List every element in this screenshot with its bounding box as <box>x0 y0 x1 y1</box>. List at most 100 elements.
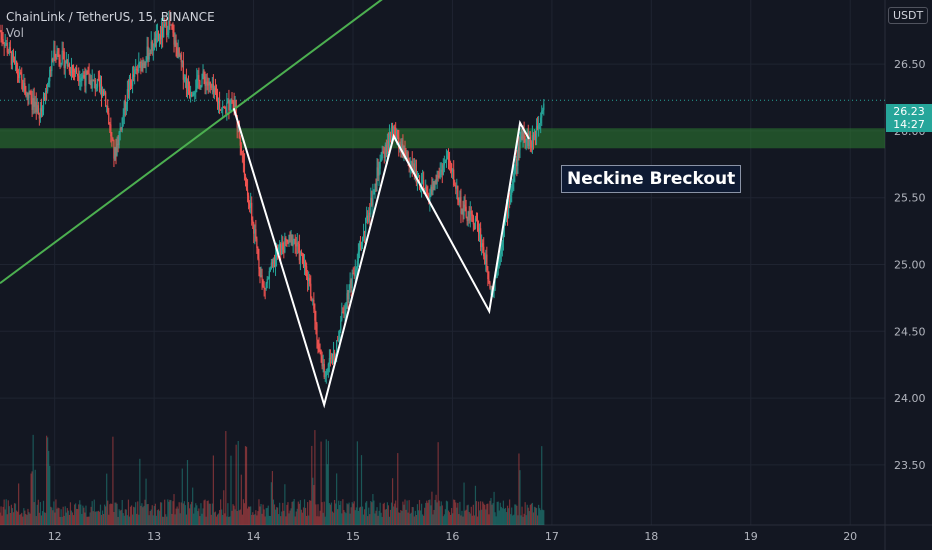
candle-body-217 <box>224 107 226 109</box>
volume-bar-511 <box>528 511 530 525</box>
candle-body-445 <box>460 197 462 214</box>
volume-bar-42 <box>42 500 45 525</box>
volume-bar-216 <box>223 490 225 525</box>
volume-bar-284 <box>293 499 295 525</box>
candle-body-95 <box>97 78 100 80</box>
candle-body-469 <box>485 254 487 265</box>
candle-body-209 <box>215 93 218 97</box>
volume-bar-369 <box>381 516 383 525</box>
candle-body-220 <box>227 100 229 103</box>
candle-body-24 <box>24 83 26 95</box>
volume-bar-201 <box>207 500 209 525</box>
candle-body-368 <box>380 158 382 162</box>
volume-bar-132 <box>136 513 138 525</box>
volume-bar-444 <box>459 501 461 525</box>
candle-body-221 <box>228 100 230 111</box>
candle-body-214 <box>221 109 223 111</box>
candle-body-334 <box>345 308 347 313</box>
volume-bar-187 <box>193 513 195 525</box>
candle-body-256 <box>264 288 266 289</box>
volume-bar-395 <box>408 500 410 525</box>
volume-bar-383 <box>396 507 398 525</box>
candle-body-134 <box>138 62 140 72</box>
volume-bar-209 <box>215 516 218 525</box>
candle-body-305 <box>315 320 317 325</box>
candle-body-280 <box>289 234 291 237</box>
volume-bar-57 <box>58 508 60 525</box>
candle-body-138 <box>142 63 144 66</box>
candle-body-111 <box>114 147 116 159</box>
volume-bar-256 <box>264 516 266 525</box>
candle-body-141 <box>145 61 147 66</box>
volume-bar-420 <box>434 499 436 525</box>
candle-body-207 <box>213 87 216 93</box>
candle-body-129 <box>133 74 135 77</box>
volume-bar-179 <box>184 505 187 525</box>
volume-bar-242 <box>250 506 252 525</box>
volume-bar-298 <box>308 515 310 525</box>
volume-bar-147 <box>151 505 153 525</box>
volume-bar-161 <box>166 516 168 525</box>
candle-body-7 <box>6 42 8 53</box>
volume-bar-245 <box>253 514 255 525</box>
candle-body-167 <box>172 29 174 34</box>
volume-bar-20 <box>20 514 22 525</box>
volume-bar-294 <box>303 499 306 525</box>
candle-body-144 <box>148 53 150 60</box>
pattern-path[interactable] <box>232 107 530 409</box>
volume-bar-361 <box>373 500 375 525</box>
candle-body-436 <box>451 163 453 172</box>
volume-bar-313 <box>323 501 325 525</box>
trendline[interactable] <box>0 0 412 285</box>
volume-bar-456 <box>471 515 473 525</box>
candle-body-46 <box>47 83 49 92</box>
candle-body-330 <box>341 311 343 321</box>
volume-bar-104 <box>107 500 109 525</box>
candle-body-438 <box>453 169 455 186</box>
volume-bar-14 <box>13 503 16 525</box>
candle-body-43 <box>43 96 46 101</box>
candle-body-302 <box>312 299 314 301</box>
volume-bar-221 <box>228 516 230 525</box>
volume-bar-96 <box>98 511 101 525</box>
volume-bar-351 <box>362 514 365 525</box>
candle-body-382 <box>395 127 397 139</box>
candle-body-481 <box>497 259 499 268</box>
volume-bar-3 <box>2 506 4 525</box>
volume-bar-54 <box>55 499 57 525</box>
candle-body-340 <box>351 272 353 289</box>
volume-bar-413 <box>427 502 429 525</box>
candle-body-14 <box>13 57 16 62</box>
candle-body-517 <box>534 133 537 138</box>
candle-body-160 <box>165 21 167 26</box>
candle-body-89 <box>91 79 93 89</box>
currency-badge[interactable]: USDT <box>888 7 929 24</box>
volume-bar-411 <box>425 502 427 525</box>
volume-bar-177 <box>182 503 184 525</box>
volume-bar-513 <box>530 503 532 525</box>
candle-body-225 <box>232 100 234 102</box>
volume-bar-399 <box>412 507 414 525</box>
volume-bar-36 <box>36 504 38 525</box>
volume-bar-65 <box>66 508 68 525</box>
candle-body-131 <box>135 68 137 70</box>
volume-bar-91 <box>93 499 95 525</box>
candle-body-281 <box>290 235 292 237</box>
volume-bar-481 <box>497 501 499 525</box>
candle-body-431 <box>445 158 448 162</box>
volume-bar-282 <box>291 501 293 525</box>
candle-body-462 <box>477 228 480 234</box>
candle-body-460 <box>475 218 478 220</box>
last-price: 26.23 <box>893 105 925 118</box>
volume-bar-348 <box>359 506 362 525</box>
volume-bar-243 <box>251 514 253 525</box>
time-axis[interactable]: 12 13 14 15 16 17 18 19 20 <box>48 530 858 543</box>
candle-body-370 <box>382 151 384 153</box>
volume-bar-69 <box>70 510 73 525</box>
candle-body-458 <box>473 224 476 230</box>
volume-bar-496 <box>513 514 515 525</box>
annotation-label[interactable]: Neckine Breckout <box>561 165 742 193</box>
candle-body-263 <box>271 262 274 264</box>
candle-body-337 <box>348 289 350 299</box>
